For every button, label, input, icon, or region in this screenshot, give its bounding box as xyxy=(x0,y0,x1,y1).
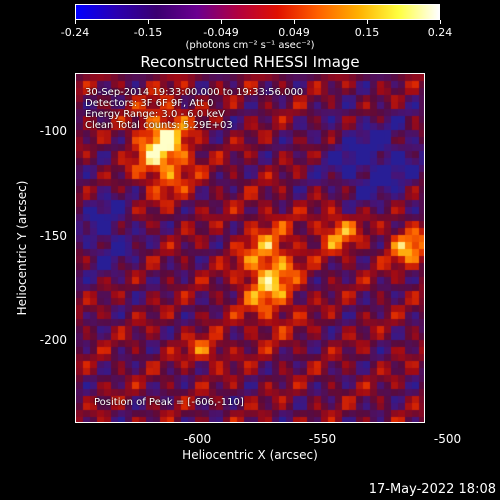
colorbar-tick-label: -0.049 xyxy=(203,26,239,39)
colorbar-tick-mark xyxy=(75,20,76,24)
info-line-energy: Energy Range: 3.0 - 6.0 keV xyxy=(85,109,225,120)
colorbar-tick-mark xyxy=(148,20,149,24)
peak-position: Position of Peak = [-606,-110] xyxy=(94,397,244,408)
y-tick-label: -100 xyxy=(39,124,67,139)
y-tick-label: -150 xyxy=(39,228,67,243)
colorbar-tick-label: -0.24 xyxy=(60,26,90,39)
x-axis-label: Heliocentric X (arcsec) xyxy=(182,448,318,462)
colorbar-tick-mark xyxy=(221,20,222,24)
info-line-detectors: Detectors: 3F 6F 9F, Att 0 xyxy=(85,98,214,109)
colorbar-tick-mark xyxy=(294,20,295,24)
colorbar xyxy=(75,4,440,20)
x-tick-label: -550 xyxy=(308,432,337,446)
colorbar-tick-label: 0.24 xyxy=(427,26,453,39)
colorbar-tick-label: -0.15 xyxy=(133,26,163,39)
colorbar-tick-label: 0.049 xyxy=(278,26,310,39)
colorbar-units: (photons cm⁻² s⁻¹ asec⁻²) xyxy=(185,40,315,51)
x-tick-label: -500 xyxy=(433,432,462,446)
y-tick-label: -200 xyxy=(39,332,67,347)
colorbar-tick-mark xyxy=(440,20,441,24)
info-line-time: 30-Sep-2014 19:33:00.000 to 19:33:56.000 xyxy=(85,87,304,98)
y-axis-label: Heliocentric Y (arcsec) xyxy=(15,180,29,316)
x-tick-label: -600 xyxy=(183,432,212,446)
heatmap-image xyxy=(76,74,424,422)
colorbar-tick-label: 0.15 xyxy=(354,26,380,39)
image-plot: 30-Sep-2014 19:33:00.000 to 19:33:56.000… xyxy=(75,73,425,423)
colorbar-tick-mark xyxy=(367,20,368,24)
timestamp: 17-May-2022 18:08 xyxy=(368,482,496,497)
info-line-counts: Clean Total counts: 5.29E+03 xyxy=(85,120,233,131)
plot-title: Reconstructed RHESSI Image xyxy=(140,53,360,71)
